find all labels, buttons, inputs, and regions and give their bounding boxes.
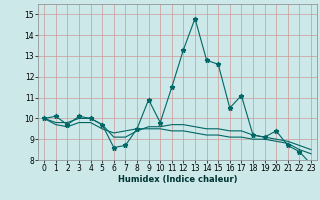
- X-axis label: Humidex (Indice chaleur): Humidex (Indice chaleur): [118, 175, 237, 184]
